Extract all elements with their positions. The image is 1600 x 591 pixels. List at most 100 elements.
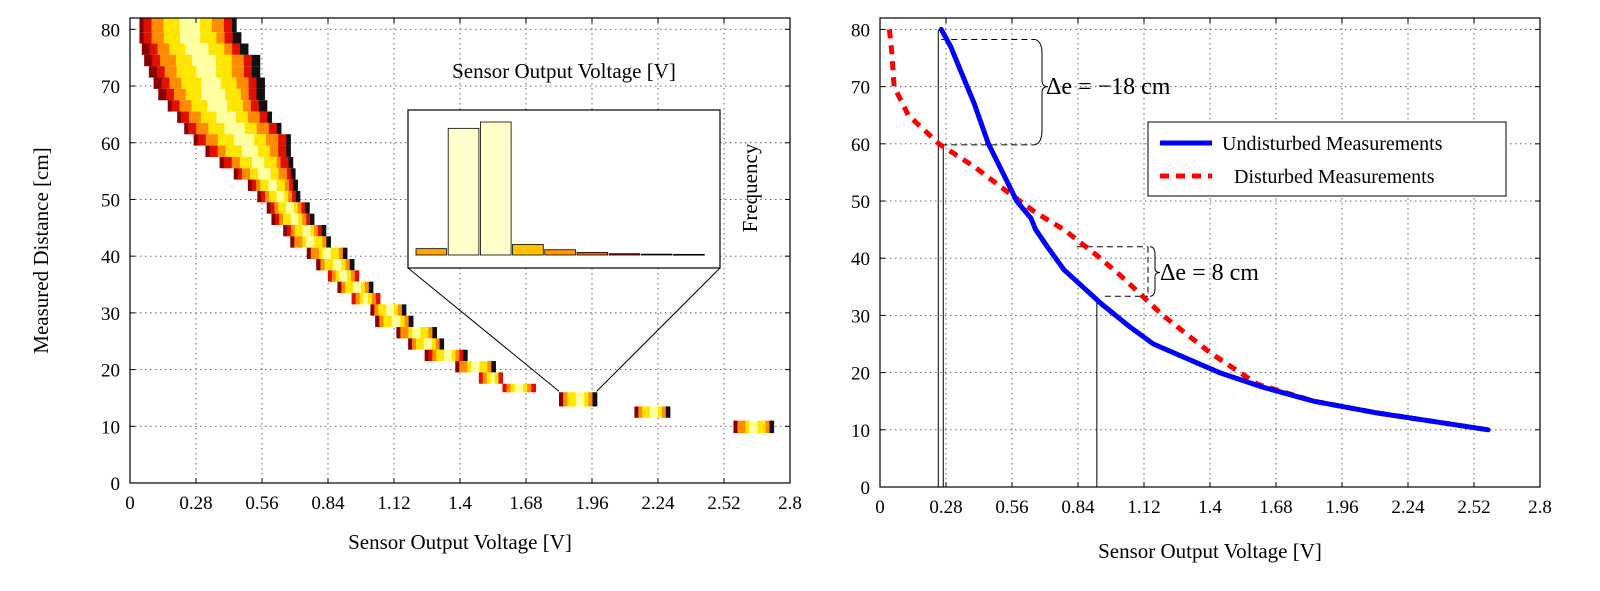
heatmap-cell (212, 122, 218, 135)
heatmap-cell (223, 54, 229, 67)
inset-bar (608, 253, 641, 256)
heatmap-cell (205, 88, 210, 101)
heatmap-cell (204, 32, 209, 44)
heatmap-cell (282, 134, 287, 146)
heatmap-cell (252, 88, 258, 101)
heatmap-cell (274, 145, 279, 157)
heatmap-cell (440, 349, 445, 362)
heatmap-cell (579, 392, 585, 407)
heatmap-cell (187, 54, 193, 67)
heatmap-cell (244, 77, 250, 89)
heatmap-cell (233, 145, 239, 157)
heatmap-cell (211, 18, 217, 33)
heatmap-cell (404, 315, 410, 328)
heatmap-cell (765, 420, 771, 434)
heatmap-cell (370, 304, 375, 316)
heatmap-cell (451, 349, 457, 362)
heatmap-cell (232, 32, 238, 44)
heatmap-cell (251, 179, 257, 191)
heatmap-cell (278, 145, 283, 157)
left-ytick-label: 30 (101, 304, 120, 325)
heatmap-cell (271, 213, 276, 225)
heatmap-cell (204, 111, 210, 123)
heatmap-cell (193, 88, 199, 101)
heatmap-cell (412, 327, 417, 339)
heatmap-cell (173, 77, 178, 89)
heatmap-cell (177, 111, 182, 123)
heatmap-cell (260, 156, 265, 169)
heatmap-cell (212, 43, 218, 55)
right-xtick-label: 0.56 (995, 497, 1028, 518)
heatmap-cell (374, 304, 379, 316)
heatmap-cell (168, 66, 174, 78)
heatmap-cell (260, 179, 265, 191)
heatmap-cell (215, 100, 220, 112)
heatmap-cell (223, 18, 229, 33)
heatmap-cell (280, 156, 286, 169)
heatmap-cell (400, 327, 405, 339)
heatmap-cell (192, 32, 197, 44)
heatmap-cell (665, 406, 671, 418)
heatmap-cell (286, 168, 292, 180)
heatmap-cell (208, 122, 214, 135)
heatmap-cell (757, 420, 763, 434)
heatmap-cell (243, 43, 249, 55)
right-ytick-label: 10 (851, 421, 870, 442)
heatmap-cell (257, 190, 262, 203)
heatmap-cell (379, 315, 385, 328)
heatmap-cell (237, 168, 243, 180)
heatmap-cell (769, 420, 775, 434)
heatmap-cell (179, 54, 185, 67)
heatmap-cell (149, 43, 155, 55)
annotation-delta-8: Δe = 8 cm (1160, 260, 1259, 286)
heatmap-cell (424, 327, 430, 339)
heatmap-cell (268, 190, 274, 203)
heatmap-cell (220, 32, 226, 44)
heatmap-cell (228, 77, 234, 89)
inset-bar (512, 244, 544, 256)
heatmap-cell (416, 338, 421, 350)
heatmap-cell (212, 32, 218, 44)
heatmap-cell (328, 270, 333, 282)
heatmap-cell (251, 66, 257, 78)
heatmap-cell (272, 122, 278, 135)
heatmap-cell (232, 111, 237, 123)
heatmap-cell (196, 32, 201, 44)
heatmap-cell (217, 145, 223, 157)
heatmap-cell (396, 315, 401, 328)
heatmap-cell (287, 224, 292, 237)
heatmap-cell (638, 406, 643, 418)
heatmap-cell (302, 236, 307, 248)
annotation-delta-minus-18: Δe = −18 cm (1046, 74, 1171, 100)
heatmap-cell (592, 392, 598, 407)
heatmap-cell (270, 202, 276, 214)
heatmap-cell (209, 145, 215, 157)
heatmap-cell (343, 270, 348, 282)
heatmap-cell (278, 168, 284, 180)
heatmap-cell (252, 122, 258, 135)
heatmap-cell (584, 392, 589, 407)
heatmap-cell (245, 134, 251, 146)
heatmap-cell (203, 100, 208, 112)
heatmap-cell (200, 32, 205, 44)
heatmap-cell (322, 247, 328, 260)
heatmap-cell (310, 213, 315, 225)
heatmap-cell (232, 18, 237, 33)
heatmap-cell (184, 122, 189, 135)
heatmap-cell (143, 18, 149, 33)
heatmap-cell (197, 88, 203, 101)
heatmap-cell (223, 156, 229, 169)
heatmap-cell (169, 77, 174, 89)
heatmap-cell (181, 77, 186, 89)
heatmap-cell (272, 156, 278, 169)
left-ytick-label: 50 (101, 190, 120, 211)
heatmap-cell (293, 202, 299, 214)
heatmap-cell (394, 304, 399, 316)
heatmap-cell (761, 420, 767, 434)
heatmap-cell (251, 111, 257, 123)
heatmap-cell (189, 77, 194, 89)
heatmap-cell (459, 349, 464, 362)
heatmap-cell (236, 88, 242, 101)
heatmap-cell (423, 338, 429, 350)
heatmap-cell (479, 361, 484, 373)
